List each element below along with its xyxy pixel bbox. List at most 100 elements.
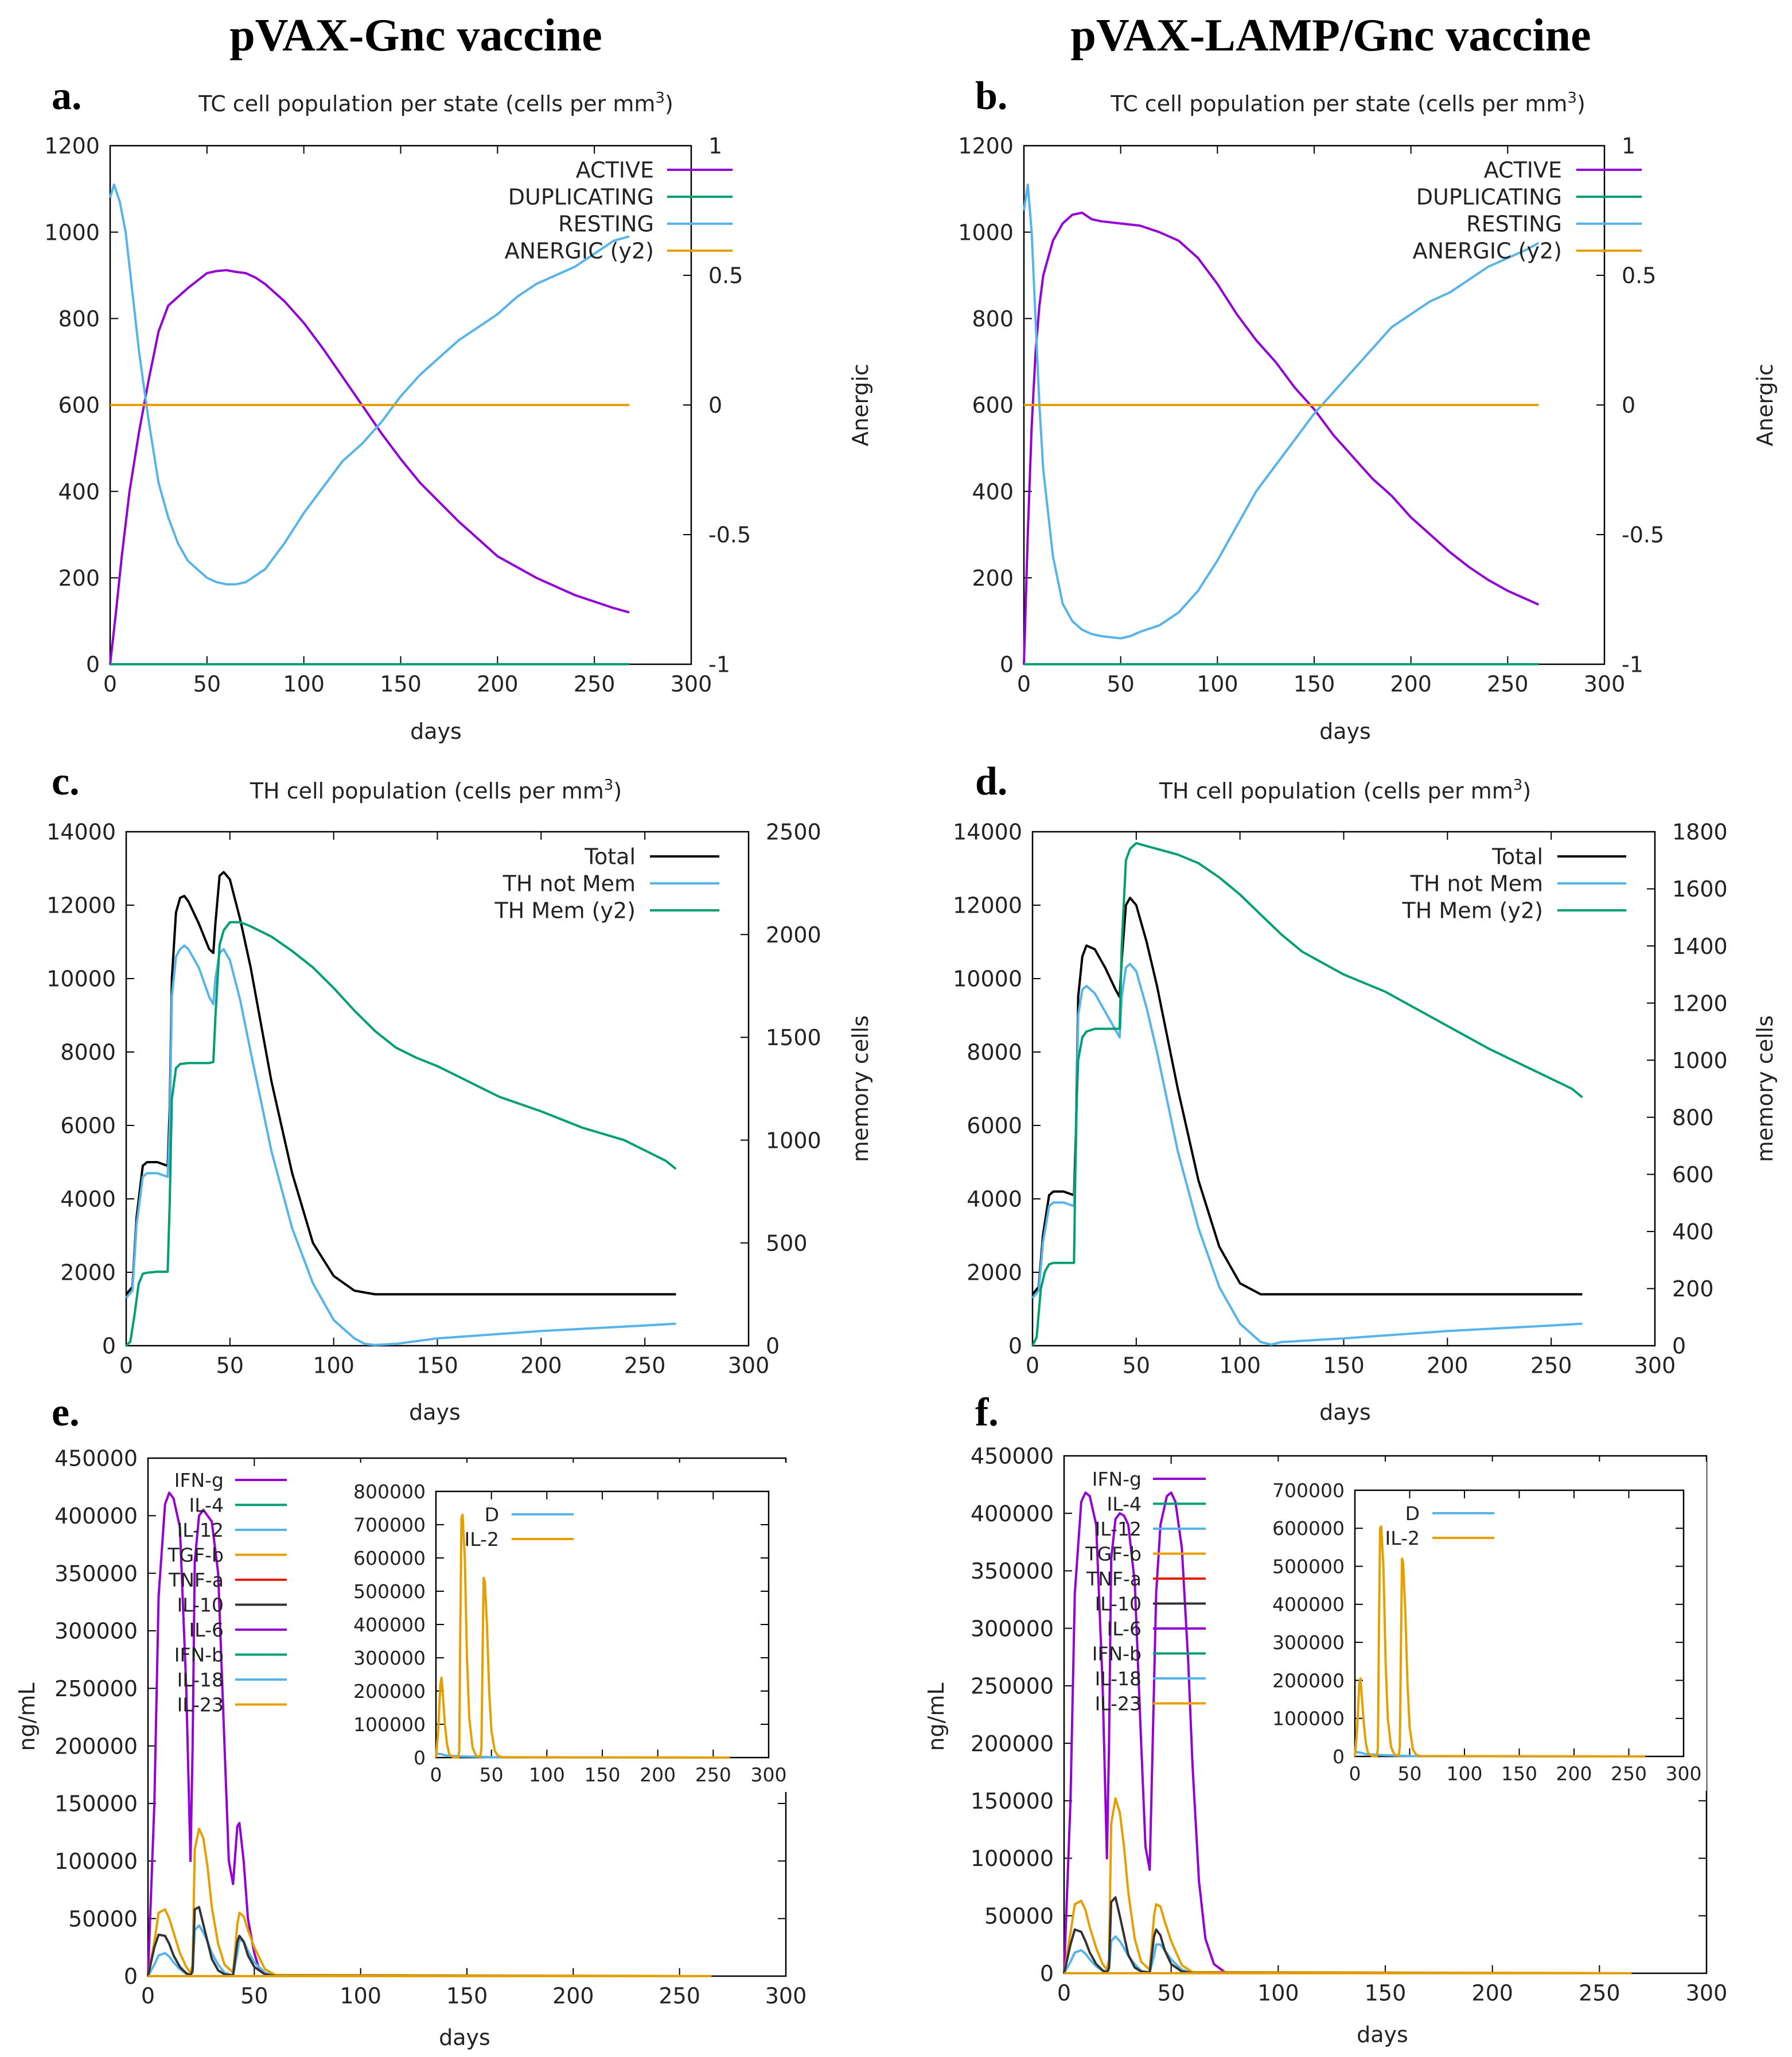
chart-c-xtick-label: 150 [416,1353,458,1378]
chart-b-panel-letter: b. [975,74,1007,118]
chart-a-y2tick-label: 0.5 [708,263,743,289]
chart-e-xtick-label: 150 [446,1984,488,2009]
chart-d-xtick-label: 200 [1427,1353,1468,1378]
chart-f-series-il-10 [1063,1896,1632,1974]
chart-c-ytick-label: 2000 [60,1260,116,1285]
header-left: pVAX-Gnc vaccine [229,10,602,61]
chart-e-series-ifn-g [147,1491,712,1977]
chart-f-ytick-label: 150000 [971,1789,1054,1814]
chart-c-series-total [125,871,676,1296]
chart-f-series-ifn-g [1063,1491,1632,1974]
chart-a-series-active [109,269,630,665]
chart-d-xtick-label: 150 [1323,1353,1365,1378]
chart-f-ytick-label: 100000 [971,1846,1054,1871]
chart-d-ytick-label: 6000 [967,1113,1022,1139]
chart-e-legend-label: IL-10 [177,1594,224,1616]
chart-f-xlabel: days [1357,2022,1408,2047]
chart-d-y2tick-label: 1600 [1672,876,1728,902]
chart-a-xtick-label: 200 [477,672,519,697]
chart-c-legend-label: TH Mem (y2) [494,898,636,924]
chart-e-inset-ytick-label: 600000 [353,1547,426,1569]
chart-e-legend-label: IL-4 [189,1494,224,1516]
chart-c-xlabel: days [409,1400,461,1425]
chart-c-ytick-label: 8000 [60,1040,116,1065]
chart-f-ytick-label: 50000 [984,1903,1054,1929]
chart-d-title: TH cell population (cells per mm3) [1159,777,1531,804]
chart-e-inset-xtick-label: 0 [430,1763,442,1786]
chart-f-ytick-label: 250000 [971,1674,1054,1699]
chart-b-ytick-label: 1200 [958,134,1014,159]
chart-b-ytick-label: 800 [972,306,1014,332]
chart-e-ytick-label: 150000 [54,1791,138,1817]
chart-d-series-th-not-mem [1031,963,1583,1346]
chart-f-inset-xtick-label: 100 [1447,1762,1483,1785]
chart-b-y2tick-label: 1 [1622,134,1635,159]
chart-e-series-tgf-b [147,1828,712,1977]
chart-e-xtick-label: 0 [141,1984,155,2009]
chart-f-inset-xtick-label: 200 [1556,1762,1592,1785]
chart-c-y2tick-label: 1500 [766,1025,821,1050]
chart-c-ytick-label: 6000 [60,1113,116,1139]
chart-a-legend-label: DUPLICATING [508,185,654,210]
chart-a-xtick-label: 150 [380,672,422,697]
chart-f-ytick-label: 0 [1040,1961,1054,1986]
chart-b-ytick-label: 600 [972,393,1014,418]
chart-c-ytick-label: 4000 [60,1187,116,1212]
chart-e-inset-xtick-label: 200 [640,1763,676,1786]
chart-a-panel-letter: a. [52,74,82,118]
chart-f-ytick-label: 300000 [971,1616,1054,1641]
chart-b-y2tick-label: -1 [1622,652,1643,677]
chart-e-ytick-label: 250000 [54,1676,138,1701]
chart-e-legend-label: IFN-b [174,1643,224,1666]
chart-d-legend-label: Total [1491,844,1543,870]
chart-e-ylabel: ng/mL [14,1682,40,1751]
chart-e-legend-label: IL-23 [177,1693,224,1716]
chart-d-ytick-label: 8000 [967,1040,1022,1065]
chart-a-y2tick-label: 1 [708,134,722,159]
chart-c-legend-label: TH not Mem [502,871,636,897]
chart-e-legend-label: IFN-g [174,1469,224,1491]
header-right: pVAX-LAMP/Gnc vaccine [1070,10,1591,61]
chart-e-xlabel: days [439,2025,490,2050]
chart-a-ytick-label: 600 [58,393,100,418]
chart-e-inset-xtick-label: 100 [529,1763,565,1786]
chart-d-xtick-label: 50 [1123,1353,1150,1378]
chart-f-ytick-label: 350000 [971,1559,1054,1584]
chart-f-inset-legend-label: D [1405,1502,1420,1525]
chart-f-xtick-label: 50 [1157,1981,1185,2006]
chart-a-legend-label: ANERGIC (y2) [505,239,654,264]
chart-a-ytick-label: 800 [58,306,100,332]
chart-e-ytick-label: 300000 [54,1619,138,1644]
chart-f-legend-label: TGF-b [1085,1542,1142,1565]
chart-d-ytick-label: 4000 [967,1187,1022,1212]
chart-a-y2tick-label: -0.5 [708,523,751,548]
chart-f-inset-xtick-label: 50 [1398,1762,1422,1785]
chart-e-ytick-label: 100000 [54,1849,138,1874]
chart-e-legend-label: IL-18 [177,1669,224,1691]
chart-f-xtick-label: 0 [1057,1981,1071,2006]
chart-b-xtick-label: 150 [1294,672,1335,697]
chart-f-inset-ytick-label: 200000 [1272,1669,1345,1692]
chart-a-series-resting [109,183,630,586]
chart-e-inset-bg [287,1463,792,1792]
chart-f-inset-series-il-2 [1354,1525,1646,1758]
chart-e-legend-label: TNF-a [168,1569,224,1591]
chart-d-y2tick-label: 0 [1672,1334,1686,1359]
chart-b-ytick-label: 400 [972,479,1014,504]
charts-container: a. TC cell population per state (cells pe… [14,74,1778,2050]
chart-a-xtick-label: 300 [671,672,712,697]
chart-b-ytick-label: 200 [972,566,1014,591]
chart-f-ytick-label: 450000 [971,1444,1054,1469]
chart-c-xtick-label: 200 [520,1353,562,1378]
chart-d-y2tick-label: 1400 [1672,934,1728,959]
chart-a-y2tick-label: -1 [708,652,730,677]
chart-d-panel-letter: d. [975,759,1007,804]
chart-e-ytick-label: 400000 [54,1503,138,1529]
chart-f-inset-ytick-label: 700000 [1272,1479,1345,1502]
chart-d-y2tick-label: 400 [1672,1220,1714,1245]
chart-e-inset-ytick-label: 700000 [353,1514,426,1536]
chart-b-legend-label: ACTIVE [1484,158,1562,183]
chart-a-ytick-label: 1200 [44,134,100,159]
chart-c-panel-letter: c. [52,759,80,804]
chart-e-ytick-label: 200000 [54,1733,138,1759]
